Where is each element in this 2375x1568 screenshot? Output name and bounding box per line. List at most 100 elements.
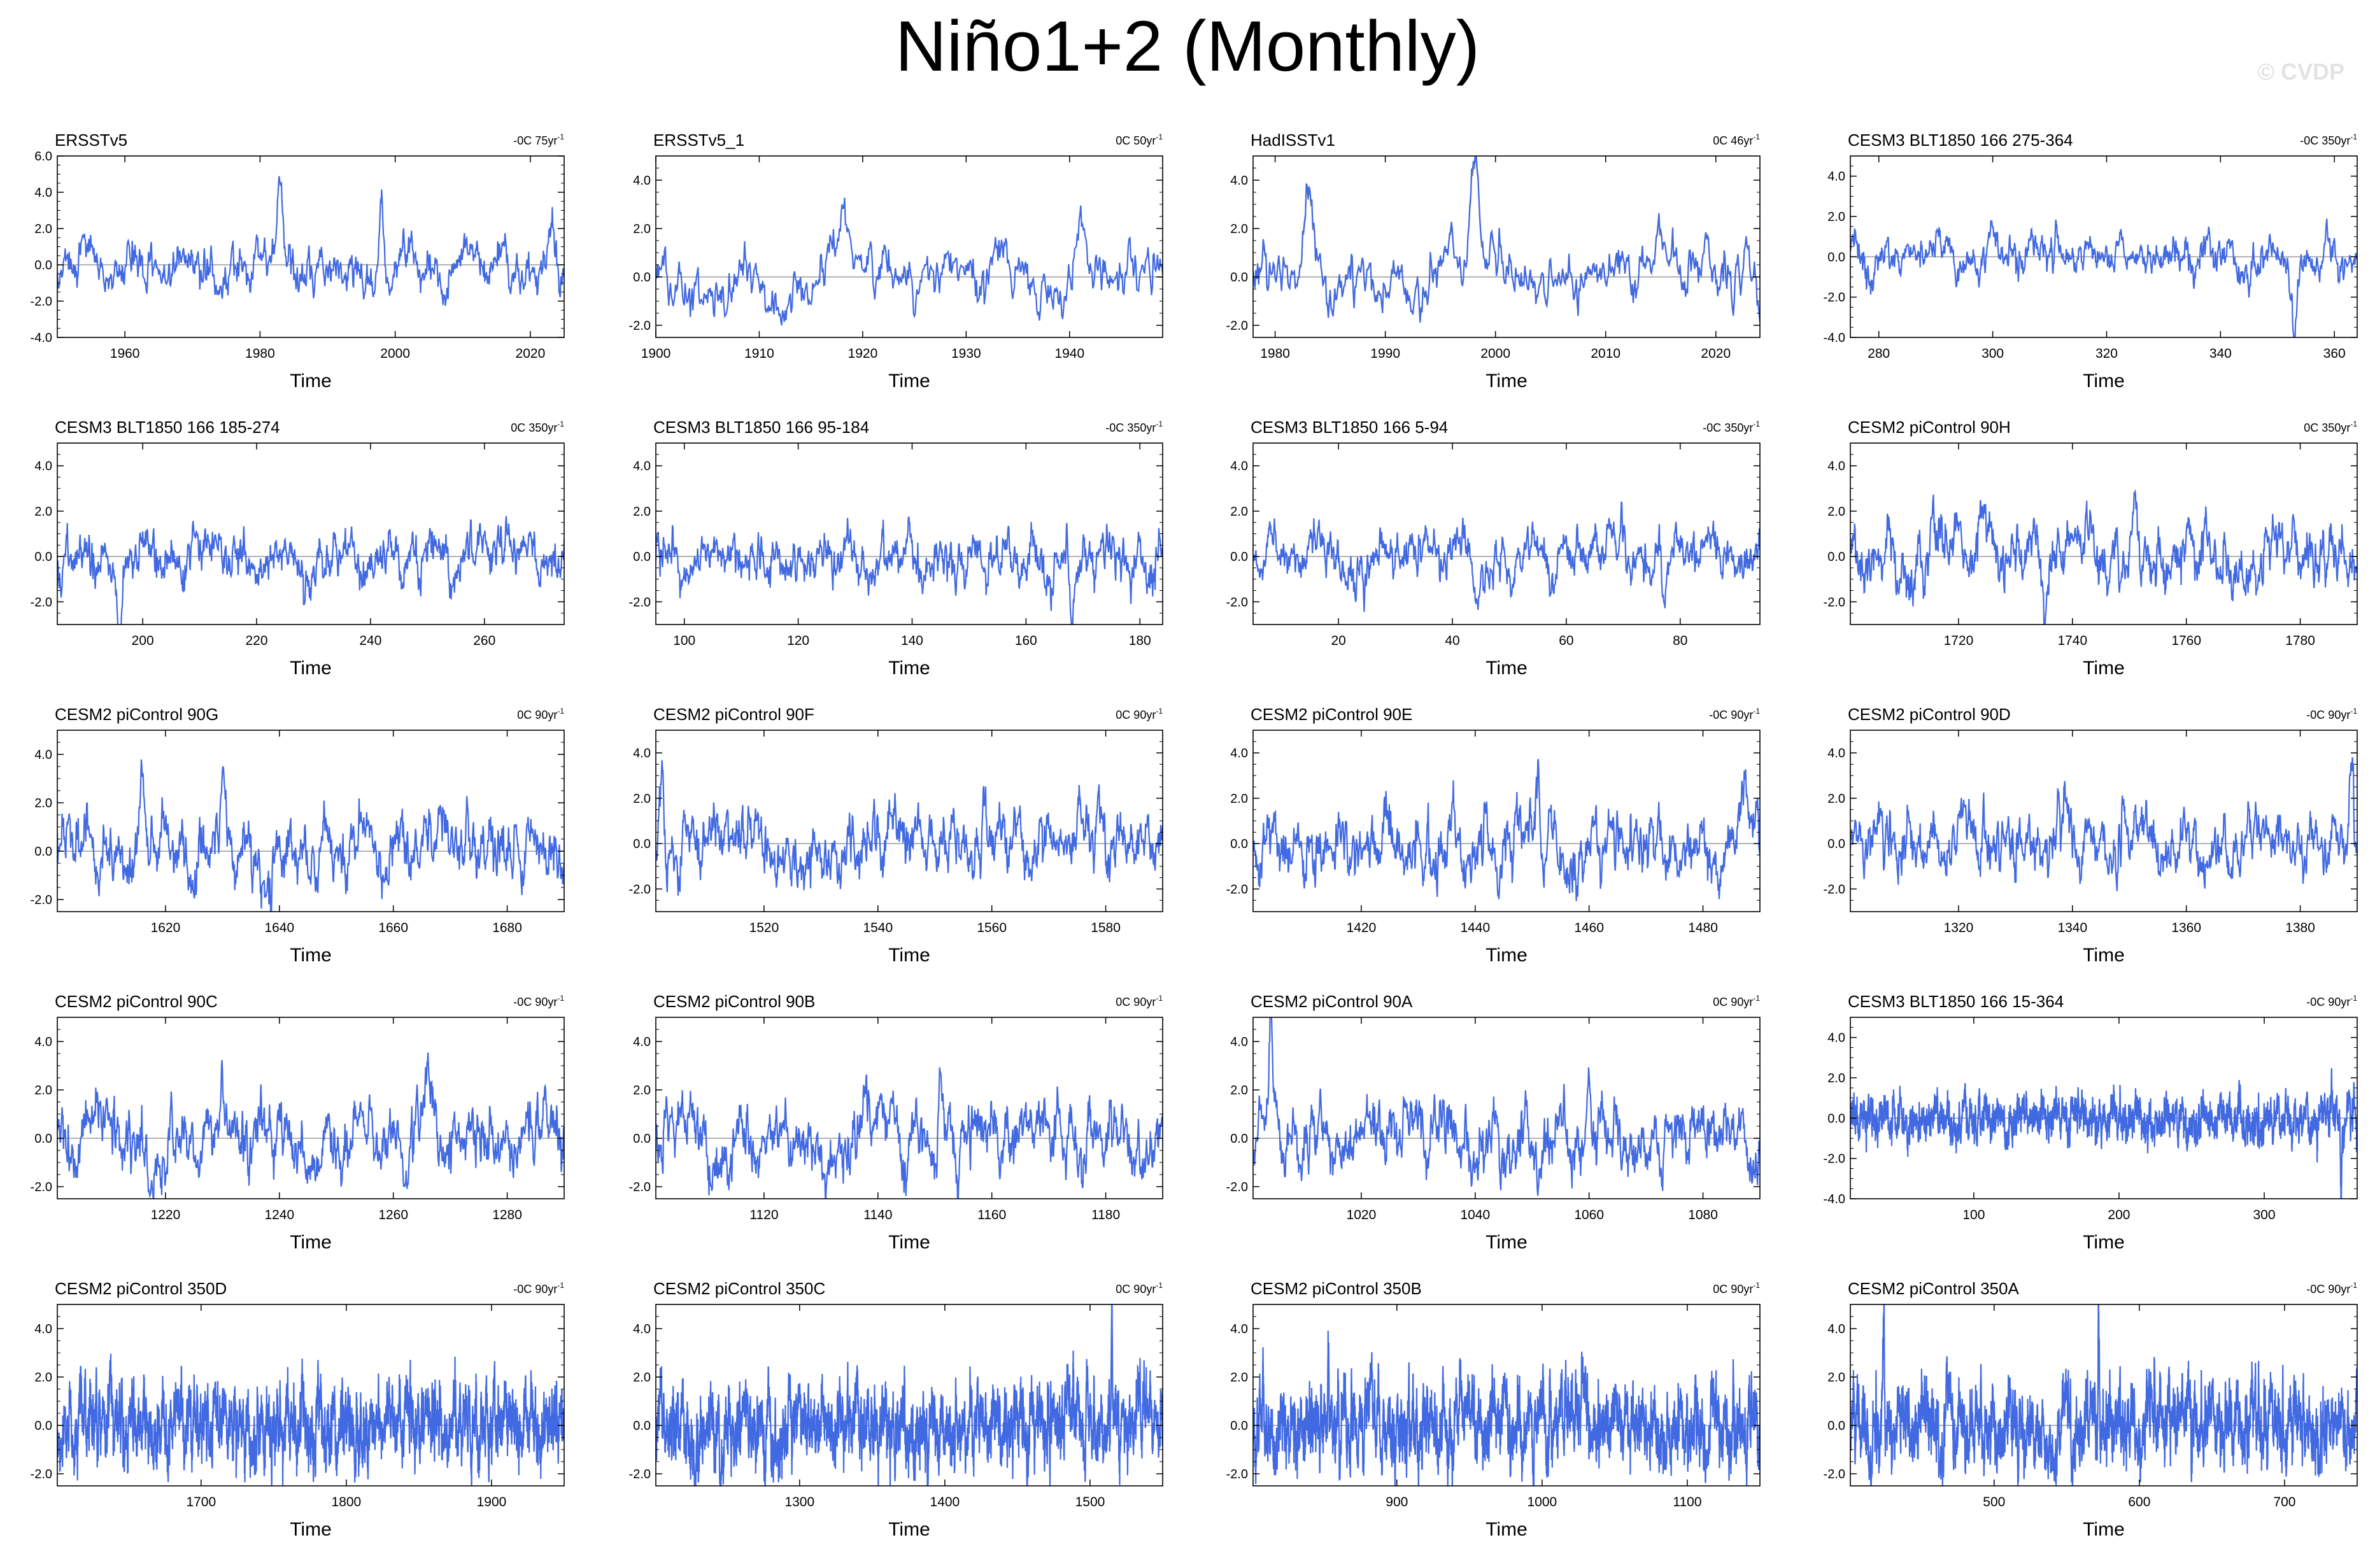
trend-label: -0C 90yr-1 [2306, 707, 2357, 721]
trend-label: -0C 90yr-1 [2306, 994, 2357, 1008]
series-line [1850, 218, 2357, 337]
panel-title: CESM2 piControl 90E [1251, 705, 1412, 724]
series-line [656, 197, 1163, 326]
x-tick-label: 900 [1386, 1495, 1408, 1509]
y-tick-label: 2.0 [1230, 222, 1248, 236]
y-tick-label: -2.0 [1824, 882, 1845, 896]
x-tick-label: 360 [2323, 346, 2346, 361]
y-tick-label: 0.0 [34, 258, 52, 272]
trend-label: 0C 90yr-1 [1116, 994, 1163, 1008]
x-tick-label: 300 [1982, 346, 2004, 361]
y-tick-label: 0.0 [1827, 550, 1845, 564]
y-tick-label: 2.0 [633, 1084, 651, 1098]
x-tick-label: 1560 [977, 921, 1007, 935]
x-tick-label: 320 [2095, 346, 2118, 361]
y-tick-label: 2.0 [34, 222, 52, 236]
trend-label: -0C 90yr-1 [2306, 1281, 2357, 1296]
y-tick-label: 2.0 [34, 1084, 52, 1098]
chart-panel: CESM2 piControl 350D -0C 90yr-1 -2.0 0.0 2.0… [31, 1279, 565, 1540]
x-tick-label: 1400 [930, 1495, 960, 1509]
plot-frame [57, 155, 565, 338]
series-line [656, 1304, 1163, 1486]
y-tick-label: 0.0 [1230, 1419, 1248, 1433]
trend-label: -0C 75yr-1 [513, 132, 564, 147]
y-tick-label: 4.0 [633, 747, 651, 761]
x-tick-label: 1910 [744, 346, 774, 361]
series-line [57, 516, 564, 625]
y-tick-label: -2.0 [629, 595, 651, 609]
chart-panel: HadISSTv1 0C 46yr-1 -2.0 0.0 2.0 4.0 1980 1990 2… [1226, 131, 1761, 392]
y-tick-label: 0.0 [633, 1132, 651, 1146]
y-tick-label: 0.0 [1827, 1112, 1845, 1126]
y-tick-label: -2.0 [31, 893, 52, 907]
chart-panel: ERSSTv5_1 0C 50yr-1 -2.0 0.0 2.0 4.0 1900 1910 1… [629, 131, 1163, 392]
x-tick-label: 40 [1445, 633, 1459, 648]
y-tick-label: 4.0 [34, 186, 52, 200]
y-tick-label: 2.0 [1827, 505, 1845, 519]
x-tick-label: 1060 [1574, 1208, 1604, 1222]
x-tick-label: 1920 [848, 346, 878, 361]
chart-panel: ERSSTv5 -0C 75yr-1 -4.0 -2.0 0.0 2.0 4.0 6.0 196… [31, 131, 565, 392]
y-tick-label: 0.0 [34, 1419, 52, 1433]
x-axis-label: Time [1485, 1232, 1528, 1253]
x-tick-label: 600 [2128, 1495, 2150, 1509]
x-tick-label: 140 [901, 633, 923, 648]
y-tick-label: 0.0 [633, 550, 651, 564]
x-axis-label: Time [290, 1519, 332, 1540]
x-tick-label: 1900 [477, 1495, 507, 1509]
x-tick-label: 1760 [2171, 633, 2201, 648]
x-tick-label: 1260 [378, 1208, 408, 1222]
trend-label: -0C 90yr-1 [513, 1281, 564, 1296]
y-tick-label: 2.0 [1230, 792, 1248, 806]
x-tick-label: 1780 [2285, 633, 2315, 648]
x-tick-label: 1620 [151, 921, 181, 935]
x-tick-label: 60 [1559, 633, 1573, 648]
chart-panel: CESM2 piControl 90G 0C 90yr-1 -2.0 0.0 2.0 4.… [31, 705, 565, 966]
y-tick-label: -2.0 [1824, 291, 1845, 305]
y-tick-label: 4.0 [1230, 1322, 1248, 1336]
x-tick-label: 1460 [1574, 921, 1604, 935]
y-tick-label: -2.0 [1824, 1467, 1845, 1481]
page-title: Niño1+2 (Monthly) [895, 6, 1480, 86]
x-tick-label: 120 [787, 633, 809, 648]
chart-panel: CESM2 piControl 90C -0C 90yr-1 -2.0 0.0 2.0 4… [31, 992, 565, 1253]
y-tick-label: -2.0 [629, 1467, 651, 1481]
y-tick-label: -2.0 [31, 595, 52, 609]
x-tick-label: 1990 [1370, 346, 1400, 361]
x-tick-label: 1960 [110, 346, 140, 361]
panel-title: CESM2 piControl 90F [653, 705, 814, 724]
y-tick-label: -2.0 [629, 1180, 651, 1194]
x-axis-label: Time [2083, 1232, 2125, 1253]
y-tick-label: -4.0 [1824, 331, 1845, 345]
x-tick-label: 100 [673, 633, 695, 648]
y-tick-label: 4.0 [633, 1035, 651, 1049]
panel-title: CESM3 BLT1850 166 95-184 [653, 418, 869, 437]
y-tick-label: 0.0 [1230, 271, 1248, 285]
chart-panel: CESM3 BLT1850 166 5-94 -0C 350yr-1 -2.0 0.0… [1226, 418, 1761, 679]
x-axis-label: Time [2083, 1519, 2125, 1540]
y-tick-label: 4.0 [1827, 170, 1845, 184]
y-tick-label: 2.0 [1827, 1071, 1845, 1085]
chart-panel: CESM2 piControl 350A -0C 90yr-1 -2.0 0.0 2.0… [1824, 1279, 2358, 1540]
x-axis-label: Time [888, 371, 930, 392]
trend-label: -0C 90yr-1 [513, 994, 564, 1008]
y-tick-label: -2.0 [1226, 1180, 1248, 1194]
panel-title: CESM2 piControl 350A [1848, 1279, 2019, 1298]
x-tick-label: 1360 [2171, 921, 2201, 935]
trend-label: 0C 90yr-1 [1116, 707, 1163, 721]
trend-label: -0C 350yr-1 [1105, 420, 1163, 434]
chart-panel: CESM2 piControl 350B 0C 90yr-1 -2.0 0.0 2.0 4… [1226, 1279, 1761, 1540]
x-axis-label: Time [1485, 945, 1528, 966]
x-tick-label: 500 [1983, 1495, 2005, 1509]
x-axis-label: Time [888, 945, 930, 966]
series-line [57, 1052, 564, 1199]
y-tick-label: -4.0 [1824, 1192, 1845, 1206]
x-tick-label: 1480 [1688, 921, 1718, 935]
y-tick-label: 2.0 [1230, 1084, 1248, 1098]
y-tick-label: 4.0 [1827, 1322, 1845, 1336]
x-tick-label: 80 [1673, 633, 1687, 648]
panel-title: CESM2 piControl 350B [1251, 1279, 1422, 1298]
x-tick-label: 2000 [380, 346, 410, 361]
x-tick-label: 1940 [1054, 346, 1084, 361]
